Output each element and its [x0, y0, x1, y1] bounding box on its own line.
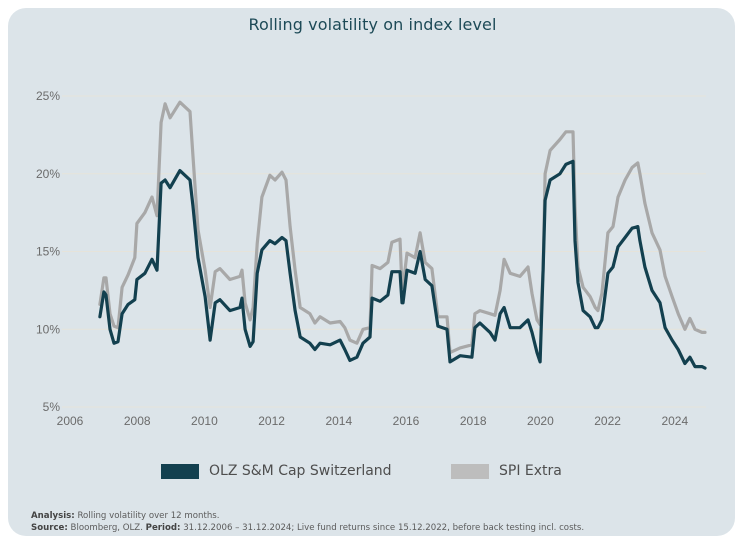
chart-title: Rolling volatility on index level — [248, 15, 497, 34]
footnote-source: Source: Bloomberg, OLZ. Period: 31.12.20… — [31, 522, 584, 534]
legend-label-olz: OLZ S&M Cap Switzerland — [209, 463, 392, 479]
x-tick-label: 2020 — [527, 414, 554, 428]
y-tick-label: 15% — [36, 245, 60, 259]
x-tick-label: 2022 — [594, 414, 621, 428]
analysis-text: Rolling volatility over 12 months. — [74, 511, 220, 521]
legend-swatch-olz — [161, 463, 199, 479]
analysis-label: Analysis: — [31, 511, 75, 521]
series-line-olz — [98, 159, 707, 370]
y-tick-label: 25% — [36, 89, 60, 103]
period-text: 31.12.2006 – 31.12.2024; Live fund retur… — [180, 523, 585, 533]
x-tick-label: 2024 — [661, 414, 688, 428]
gridlines — [62, 95, 706, 408]
legend-swatch-spi-extra — [451, 463, 489, 479]
x-tick-label: 2012 — [258, 414, 285, 428]
source-text: Bloomberg, OLZ. — [67, 523, 146, 533]
x-tick-label: 2016 — [393, 414, 420, 428]
x-tick-label: 2014 — [325, 414, 352, 428]
footnote-analysis: Analysis: Rolling volatility over 12 mon… — [31, 510, 584, 522]
period-label: Period: — [145, 523, 181, 533]
x-tick-label: 2010 — [191, 414, 218, 428]
y-tick-label: 10% — [36, 322, 60, 336]
legend-label-spi-extra: SPI Extra — [499, 463, 562, 479]
source-label: Source: — [31, 523, 68, 533]
series-line-spi-extra — [98, 100, 707, 355]
footnote: Analysis: Rolling volatility over 12 mon… — [31, 510, 584, 534]
series-lines — [98, 100, 707, 370]
x-tick-label: 2006 — [57, 414, 84, 428]
y-axis-ticks: 5% 10% 15% 20% 25% — [36, 89, 60, 414]
legend-item-spi-extra: SPI Extra — [451, 463, 562, 479]
x-tick-label: 2008 — [124, 414, 151, 428]
x-axis-ticks: 2006 2008 2010 2012 2014 2016 2018 2020 2022 2024 — [57, 414, 689, 428]
x-tick-label: 2018 — [460, 414, 487, 428]
legend-item-olz: OLZ S&M Cap Switzerland — [161, 463, 392, 479]
y-tick-label: 5% — [43, 400, 61, 414]
legend: OLZ S&M Cap Switzerland SPI Extra — [0, 463, 745, 483]
y-tick-label: 20% — [36, 167, 60, 181]
